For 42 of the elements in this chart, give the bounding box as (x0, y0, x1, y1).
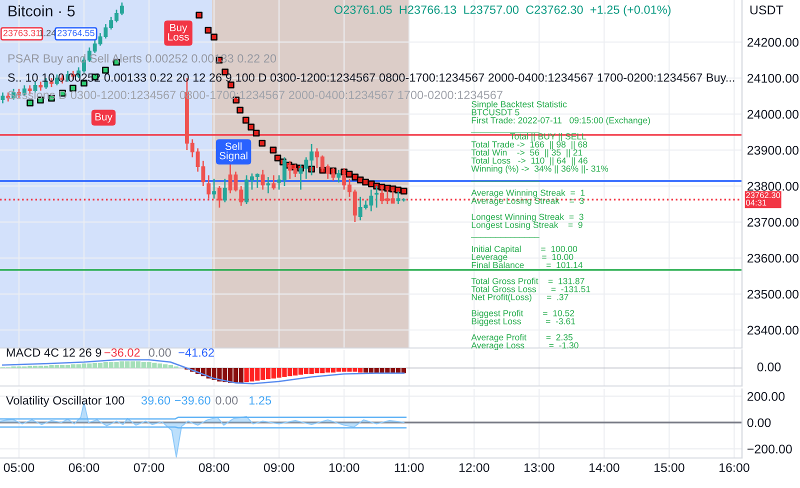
text: 0.00 (148, 348, 171, 357)
y-tick-label: 0.00 (747, 418, 771, 428)
y-tick-label: 24000.00 (747, 110, 799, 119)
x-tick-label: 11:00 (394, 463, 424, 472)
annotation: −39.60 (174, 396, 210, 405)
text: MACD 4C 12 26 9 (6, 348, 102, 357)
y-tick-label: 23800.00 (747, 182, 799, 191)
annotation: Buy Loss (168, 24, 189, 41)
y-tick-label: 24100.00 (747, 74, 799, 83)
annotation: 0.00 (216, 396, 238, 405)
x-tick-label: 08:00 (198, 463, 230, 472)
y-tick-label: 200.00 (747, 392, 785, 401)
y-tick-label: 23900.00 (747, 146, 799, 155)
annotation: 1.25 (249, 396, 272, 405)
x-tick-label: 05:00 (4, 463, 34, 472)
annotation: Volatility Oscillator 100 (6, 396, 124, 407)
y-tick-label: 23500.00 (747, 290, 799, 299)
x-tick-label: 10:00 (329, 463, 360, 472)
x-tick-label: 16:00 (720, 463, 750, 472)
annotation: 39.60 (141, 396, 170, 405)
annotation: Sell Signal (220, 142, 248, 162)
y-axis-title: USDT (750, 6, 784, 14)
x-tick-label: 13:00 (524, 463, 554, 472)
x-tick-label: 12:00 (459, 463, 490, 472)
text: −41.62 (178, 348, 214, 357)
ref-line-label: 23762.30 04:31 (746, 192, 780, 206)
x-tick-label: 09:00 (264, 463, 294, 472)
chart-subtitle: O23761.05 H23766.13 L23757.00 C23762.30 +1.25 (+0.01%) (334, 5, 671, 16)
y-tick-label: 23400.00 (747, 326, 799, 335)
y-tick-label: 23600.00 (747, 254, 799, 263)
x-tick-label: 15:00 (654, 463, 684, 472)
chart-title: Bitcoin · 5 (8, 5, 75, 16)
annotation: 23763.31 (3, 30, 40, 36)
annotation: 23764.55 (58, 30, 94, 36)
y-tick-label: 23700.00 (747, 218, 799, 227)
y-tick-label: 24200.00 (747, 38, 799, 47)
annotation: Buy (95, 113, 112, 123)
y-tick-label: −200.00 (747, 444, 792, 454)
x-tick-label: 14:00 (589, 463, 620, 472)
x-tick-label: 06:00 (68, 463, 100, 472)
x-tick-label: 07:00 (134, 463, 164, 472)
text: −36.02 (104, 348, 140, 357)
